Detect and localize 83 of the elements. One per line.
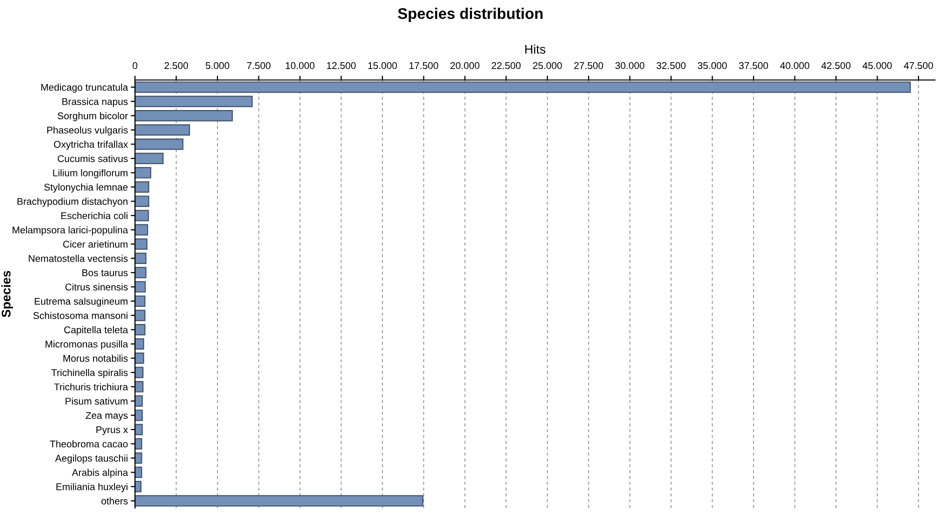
x-tick-label: 45.000 [862,62,892,70]
y-tick-label: Pisum sativum [66,397,128,405]
x-tick-label: 25.000 [532,62,562,70]
bar [135,181,150,193]
bar [135,96,253,108]
y-tick-label: Brassica napus [62,98,128,107]
x-tick-label: 37.500 [739,62,768,70]
y-tick-label: Escherichia coli [61,212,128,220]
x-tick-label: 40.000 [780,62,810,70]
bar [135,138,184,150]
x-tick-label: 22.500 [492,62,521,70]
y-tick-label: Medicago truncatula [41,84,128,93]
x-tick-label: 2.500 [164,62,188,70]
bar [135,310,146,322]
x-tick-label: 35.000 [698,62,727,70]
y-tick-label: Melampsora larici-populina [12,226,128,236]
x-tick-label: 10.000 [286,62,314,70]
x-tick-label: 30.000 [615,62,644,70]
y-tick-label: Nematostella vectensis [28,254,128,262]
y-tick-label: Schistosoma mansoni [33,312,128,320]
y-tick-label: Arabis alpina [72,468,128,478]
y-tick-label: Sorghum bicolor [58,112,128,122]
y-tick-label: Bos taurus [82,269,128,276]
bar [135,495,424,507]
bar [135,266,146,278]
y-tick-label: Brachypodium distachyon [18,198,128,207]
bar [135,338,144,350]
y-tick-label: Zea mays [86,412,128,421]
bar [135,466,142,478]
y-tick-label: others [101,497,128,504]
bar [135,167,152,178]
bar [135,395,143,407]
bar [135,438,142,450]
x-tick-label: 7.500 [247,62,270,70]
bar [135,281,146,293]
x-axis-title: Hits [525,44,546,54]
x-tick-label: 5.000 [206,62,230,70]
bar [135,452,142,464]
bar [135,196,150,207]
bar [135,381,144,392]
chart-title: Species distribution [398,8,543,22]
x-tick-label: 42.500 [821,62,851,70]
bar [135,224,148,236]
y-tick-label: Phaseolus vulgaris [47,126,128,136]
y-tick-label: Trichuris trichiura [54,383,128,390]
bar [135,210,149,222]
bar [135,295,146,307]
y-tick-label: Cucumis sativus [58,154,128,162]
y-tick-label: Trichinella spiralis [51,368,128,378]
y-tick-label: Lilium longiflorum [53,169,128,178]
x-tick-label: 0 [132,62,138,70]
bar [135,480,142,492]
x-tick-label: 20.000 [450,62,480,70]
x-tick-label: 15.000 [368,62,397,70]
y-axis-title: Species [1,270,13,318]
y-tick-label: Pyrus x [96,426,128,436]
bar [135,110,233,122]
y-tick-label: Cicer arietinum [63,240,128,248]
bar [135,410,143,421]
bar [135,324,146,336]
y-tick-label: Citrus sinensis [65,283,128,290]
bar [135,152,164,164]
y-tick-label: Morus notabilis [63,354,128,362]
y-tick-label: Eutrema salsugineum [34,298,128,307]
y-tick-label: Theobroma cacao [50,440,128,448]
y-tick-label: Emiliania huxleyi [56,483,128,492]
x-tick-label: 32.500 [656,62,686,70]
bar [135,352,144,364]
x-tick-label: 47.500 [904,62,933,70]
y-tick-label: Micromonas pusilla [46,340,128,350]
bar [135,252,146,264]
y-tick-label: Aegilops tauschii [55,454,128,464]
y-tick-label: Capitella teleta [64,326,128,336]
bar [135,424,143,436]
bar [135,366,144,378]
y-tick-label: Stylonychia lemnae [44,183,128,193]
bar [135,124,190,136]
bar [135,81,911,93]
x-tick-label: 12.500 [327,62,356,70]
x-tick-label: 17.500 [410,62,438,70]
bar [135,238,148,250]
x-tick-label: 27.500 [574,62,604,70]
y-tick-label: Oxytricha trifallax [54,140,128,150]
